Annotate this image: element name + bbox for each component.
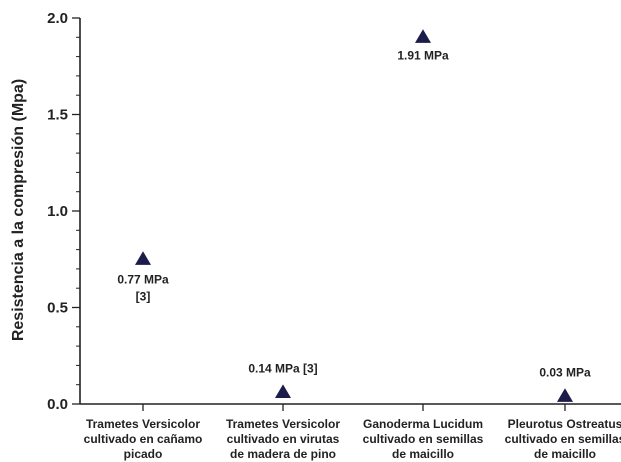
y-tick-label: 1.5 — [47, 107, 68, 124]
x-tick-label-line: de maicillo — [392, 447, 454, 461]
y-tick-label: 2.0 — [47, 10, 68, 27]
data-label: 0.14 MPa [3] — [248, 361, 317, 375]
x-tick-label-line: de madera de pino — [230, 447, 336, 461]
x-tick-label-line: Ganoderma Lucidum — [363, 417, 483, 431]
data-point-marker — [557, 388, 573, 402]
x-tick-label-line: cultivado en semillas — [505, 432, 621, 446]
data-label: [3] — [136, 289, 151, 303]
data-point-marker — [415, 29, 431, 43]
x-tick-label: Trametes Versicolor cultivado en cañamo pi… — [84, 417, 203, 461]
data-label: 0.77 MPa — [117, 272, 169, 286]
data-label: 1.91 MPa — [397, 48, 449, 62]
x-tick-label: Pleurotus Ostreatus cultivado en semillas… — [505, 417, 621, 461]
y-tick-label: 0.0 — [47, 396, 68, 413]
x-tick-label-line: de maicillo — [534, 447, 596, 461]
x-tick-label-line: cultivado en cañamo — [84, 432, 203, 446]
y-axis-title: Resistencia a la compresión (Mpa) — [10, 79, 27, 341]
x-tick-label-line: cultivado en semillas — [363, 432, 484, 446]
y-tick-label: 1.0 — [47, 203, 68, 220]
data-label: 0.03 MPa — [539, 365, 591, 379]
y-tick-label: 0.5 — [47, 300, 68, 317]
x-tick-label-line: picado — [124, 447, 163, 461]
x-tick-label-line: Trametes Versicolor — [226, 417, 340, 431]
data-point-marker — [275, 384, 291, 399]
x-tick-label-line: Pleurotus Ostreatus — [508, 417, 621, 431]
marks-layer: 0.77 MPa [3] 0.14 MPa [3] 1.91 MPa 0.03 MPa — [117, 29, 591, 402]
x-tick-label: Trametes Versicolor cultivado en virutas d… — [226, 417, 340, 461]
x-tick-label-line: cultivado en virutas — [227, 432, 340, 446]
x-tick-label-line: Trametes Versicolor — [86, 417, 200, 431]
data-point-marker — [135, 251, 151, 265]
x-tick-label: Ganoderma Lucidum cultivado en semillas de… — [363, 417, 484, 461]
